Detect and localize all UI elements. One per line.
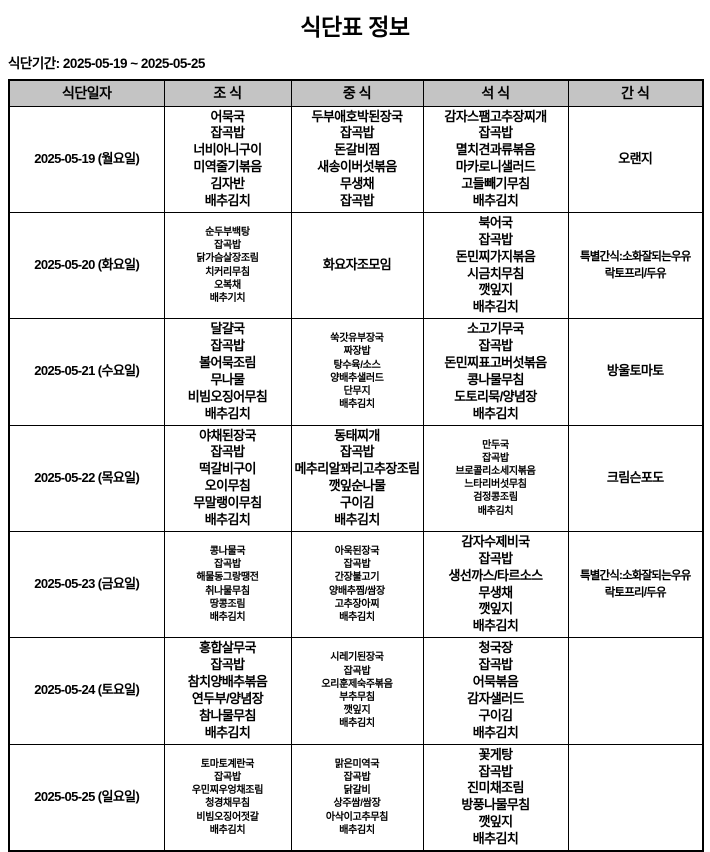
lunch-cell: 시레기된장국 잡곡밥 오리훈제숙주볶음 부추무침 깻잎지 배추김치 (290, 637, 424, 745)
table-row: 2025-05-24 (토요일) 홍합살무국 잡곡밥 참치양배추볶음 연두부/양… (8, 637, 704, 745)
snack-cell: 크림슨포도 (567, 424, 704, 532)
lunch-cell: 두부애호박된장국 잡곡밥 돈갈비찜 새송이버섯볶음 무생채 잡곡밥 (290, 105, 424, 213)
date-cell: 2025-05-21 (수요일) (8, 318, 165, 426)
dinner-cell: 만두국 잡곡밥 브로콜리소세지볶음 느타리버섯무침 검정콩조림 배추김치 (422, 424, 569, 532)
breakfast-cell: 어묵국 잡곡밥 너비아니구이 미역줄기볶음 김자반 배추김치 (163, 105, 292, 213)
snack-cell: 오랜지 (567, 105, 704, 213)
header-lunch: 중 식 (290, 79, 424, 107)
meal-plan-table: 식단일자 조 식 중 식 석 식 간 식 2025-05-19 (월요일) 어묵… (8, 79, 704, 852)
breakfast-cell: 야채된장국 잡곡밥 떡갈비구이 오이무침 무말랭이무침 배추김치 (163, 424, 292, 532)
snack-cell: 특별간식:소화잘되는우유 락토프리/두유 (567, 530, 704, 639)
date-cell: 2025-05-24 (토요일) (8, 637, 165, 745)
table-row: 2025-05-23 (금요일) 콩나물국 잡곡밥 해물동그랑땡전 취나물무침 … (8, 530, 704, 639)
header-snack: 간 식 (567, 79, 704, 107)
table-header-row: 식단일자 조 식 중 식 석 식 간 식 (8, 79, 704, 107)
lunch-cell: 쑥갓유부장국 짜장밥 탕수육/소스 양배추샐러드 단무지 배추김치 (290, 318, 424, 426)
date-cell: 2025-05-25 (일요일) (8, 743, 165, 852)
table-row: 2025-05-21 (수요일) 달걀국 잡곡밥 볼어묵조림 무나물 비빔오징어… (8, 318, 704, 426)
date-cell: 2025-05-23 (금요일) (8, 530, 165, 639)
dinner-cell: 꽃게탕 잡곡밥 진미채조림 방풍나물무침 깻잎지 배추김치 (422, 743, 569, 852)
meal-plan-page: 식단표 정보 식단기간: 2025-05-19 ~ 2025-05-25 식단일… (8, 14, 704, 852)
date-cell: 2025-05-19 (월요일) (8, 105, 165, 213)
breakfast-cell: 순두부백탕 잡곡밥 닭가슴살장조림 치커리무침 오복채 배추기치 (163, 211, 292, 320)
table-row: 2025-05-22 (목요일) 야채된장국 잡곡밥 떡갈비구이 오이무침 무말… (8, 424, 704, 532)
header-date: 식단일자 (8, 79, 165, 107)
breakfast-cell: 토마토계란국 잡곡밥 우민찌우엉채조림 청경채무침 비빔오징어젓갈 배추김치 (163, 743, 292, 852)
lunch-cell: 화요자조모임 (290, 211, 424, 320)
breakfast-cell: 콩나물국 잡곡밥 해물동그랑땡전 취나물무침 땅콩조림 배추김치 (163, 530, 292, 639)
date-cell: 2025-05-22 (목요일) (8, 424, 165, 532)
table-row: 2025-05-20 (화요일) 순두부백탕 잡곡밥 닭가슴살장조림 치커리무침… (8, 211, 704, 320)
dinner-cell: 감자스팸고추장찌개 잡곡밥 멸치견과류볶음 마카로니샐러드 고들빼기무침 배추김… (422, 105, 569, 213)
snack-cell (567, 637, 704, 745)
lunch-cell: 아욱된장국 잡곡밥 간장불고기 양배추찜/쌈장 고추장아찌 배추김치 (290, 530, 424, 639)
header-breakfast: 조 식 (163, 79, 292, 107)
breakfast-cell: 달걀국 잡곡밥 볼어묵조림 무나물 비빔오징어무침 배추김치 (163, 318, 292, 426)
header-dinner: 석 식 (422, 79, 569, 107)
dinner-cell: 감자수제비국 잡곡밥 생선까스/타르소스 무생채 깻잎지 배추김치 (422, 530, 569, 639)
snack-cell (567, 743, 704, 852)
snack-cell: 특별간식:소화잘되는우유 락토프리/두유 (567, 211, 704, 320)
dinner-cell: 소고기무국 잡곡밥 돈민찌표고버섯볶음 콩나물무침 도토리묵/양념장 배추김치 (422, 318, 569, 426)
lunch-cell: 맑은미역국 잡곡밥 닭갈비 상주쌈/쌈장 아삭이고추무침 배추김치 (290, 743, 424, 852)
table-row: 2025-05-25 (일요일) 토마토계란국 잡곡밥 우민찌우엉채조림 청경채… (8, 743, 704, 852)
breakfast-cell: 홍합살무국 잡곡밥 참치양배추볶음 연두부/양념장 참나물무침 배추김치 (163, 637, 292, 745)
lunch-cell: 동태찌개 잡곡밥 메추리알꽈리고추장조림 깻잎순나물 구이김 배추김치 (290, 424, 424, 532)
snack-cell: 방울토마토 (567, 318, 704, 426)
table-row: 2025-05-19 (월요일) 어묵국 잡곡밥 너비아니구이 미역줄기볶음 김… (8, 105, 704, 213)
date-cell: 2025-05-20 (화요일) (8, 211, 165, 320)
meal-period-label: 식단기간: 2025-05-19 ~ 2025-05-25 (8, 56, 205, 71)
page-title: 식단표 정보 (300, 14, 410, 40)
dinner-cell: 북어국 잡곡밥 돈민찌가지볶음 시금치무침 깻잎지 배추김치 (422, 211, 569, 320)
dinner-cell: 청국장 잡곡밥 어묵볶음 감자샐러드 구이김 배추김치 (422, 637, 569, 745)
